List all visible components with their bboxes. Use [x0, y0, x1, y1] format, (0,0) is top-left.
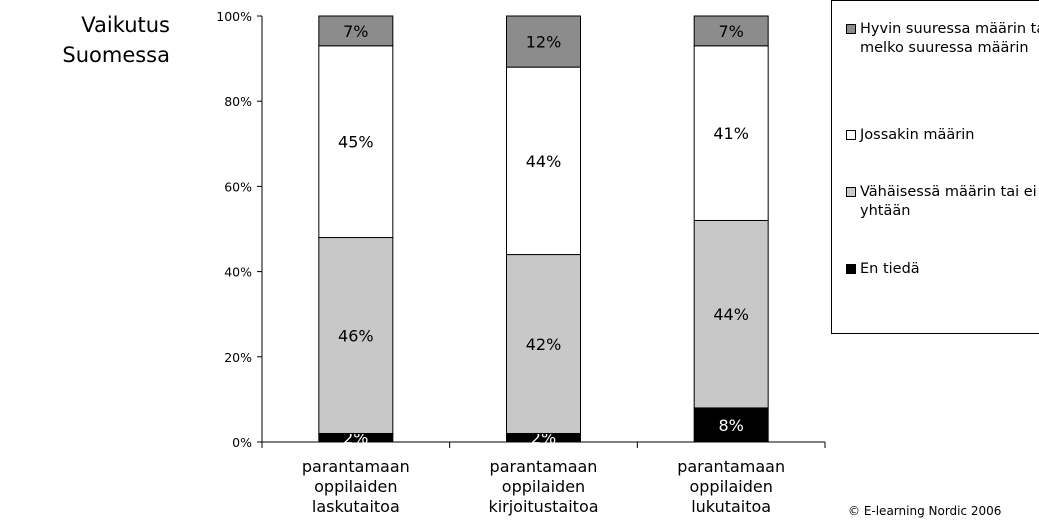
data-label-somewhat: 41% — [713, 124, 749, 143]
x-category-label: oppilaiden — [689, 477, 772, 496]
data-label-little: 42% — [526, 335, 562, 354]
data-label-somewhat: 45% — [338, 133, 374, 152]
chart-side-title: Vaikutus Suomessa — [10, 10, 170, 70]
copyright-notice: © E-learning Nordic 2006 — [848, 504, 1002, 518]
bar-segment-somewhat — [693, 45, 769, 221]
y-tick-label: 60% — [224, 179, 252, 194]
side-title-line-2: Suomessa — [62, 43, 170, 67]
bar-segment-little — [318, 237, 394, 434]
x-category-label: laskutaitoa — [312, 497, 400, 516]
y-tick-label: 40% — [224, 265, 252, 280]
bar-segment-little — [693, 219, 769, 409]
legend-swatch — [846, 24, 856, 34]
x-category-label: kirjoitustaitoa — [488, 497, 598, 516]
legend-swatch — [846, 187, 856, 197]
legend-label: En tiedä — [860, 261, 920, 277]
data-label-dont_know: 8% — [718, 416, 743, 435]
side-title-line-1: Vaikutus — [81, 13, 170, 37]
bar-segment-little — [506, 254, 581, 434]
bar-segment-very_much — [318, 15, 394, 47]
y-tick-label: 0% — [232, 435, 252, 450]
bar-segment-dont_know — [693, 407, 769, 443]
data-label-very_much: 7% — [718, 22, 743, 41]
x-category-label: oppilaiden — [502, 477, 585, 496]
stacked-bar-chart: 0%20%40%60%80%100%2%46%45%7%parantamaano… — [216, 9, 826, 516]
data-label-very_much: 12% — [526, 33, 562, 52]
x-category-label: parantamaan — [677, 457, 785, 476]
data-label-very_much: 7% — [343, 22, 368, 41]
y-tick-label: 20% — [224, 350, 252, 365]
x-category-label: parantamaan — [302, 457, 410, 476]
legend-label: Vähäisessä määrin tai ei yhtään — [860, 184, 1037, 219]
x-category-label: oppilaiden — [314, 477, 397, 496]
chart-legend: Hyvin suuressa määrin tai melko suuressa… — [831, 0, 1039, 334]
legend-swatch — [846, 264, 856, 274]
bar-segment-very_much — [506, 15, 581, 68]
x-category-label: lukutaitoa — [691, 497, 771, 516]
x-category-label: parantamaan — [490, 457, 598, 476]
bar-segment-somewhat — [318, 45, 394, 239]
y-tick-label: 100% — [216, 9, 252, 24]
legend-label: Hyvin suuressa määrin tai melko suuressa… — [860, 21, 1039, 56]
data-label-little: 46% — [338, 327, 374, 346]
bar-segment-very_much — [693, 15, 769, 47]
legend-label: Jossakin määrin — [860, 127, 975, 143]
y-tick-label: 80% — [224, 94, 252, 109]
data-label-somewhat: 44% — [526, 152, 562, 171]
data-label-little: 44% — [713, 305, 749, 324]
legend-swatch — [846, 130, 856, 140]
bar-segment-somewhat — [506, 66, 581, 256]
